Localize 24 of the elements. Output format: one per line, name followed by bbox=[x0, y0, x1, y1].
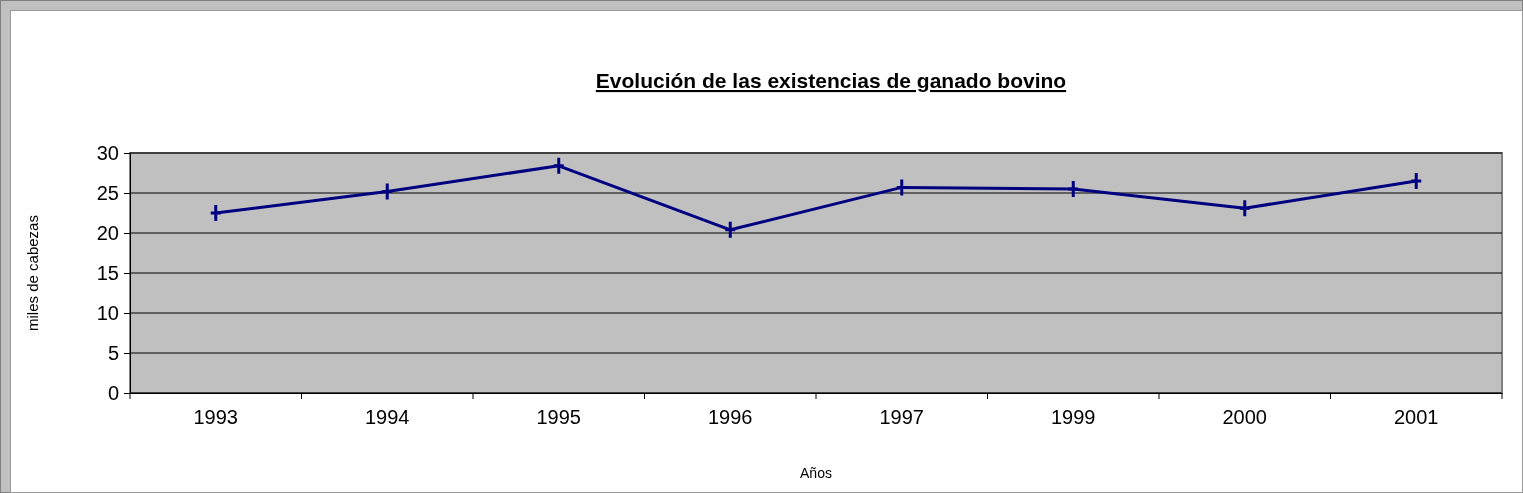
y-tick-label: 10 bbox=[96, 301, 119, 324]
point bbox=[380, 181, 394, 201]
x-tick-label: 1999 bbox=[1051, 406, 1096, 428]
x-tick-label: 1994 bbox=[365, 406, 410, 428]
y-tick-label: 0 bbox=[107, 381, 119, 404]
point bbox=[723, 220, 737, 240]
x-tick-label: 1997 bbox=[879, 406, 924, 428]
x-tick-label: 1993 bbox=[193, 406, 238, 428]
chart-title: Evolución de las existencias de ganado bovino bbox=[595, 69, 1067, 92]
x-tick-label: 2001 bbox=[1394, 406, 1439, 428]
point bbox=[1066, 179, 1080, 199]
point bbox=[1238, 198, 1252, 218]
x-tick-label: 1995 bbox=[536, 406, 581, 428]
point bbox=[552, 156, 566, 176]
y-tick-label: 25 bbox=[96, 181, 119, 204]
y-tick-label: 5 bbox=[107, 341, 119, 364]
y-tick-label: 20 bbox=[96, 221, 119, 244]
x-axis-title: Años bbox=[800, 465, 832, 481]
y-tick-label: 30 bbox=[96, 141, 119, 164]
x-tick-label: 2000 bbox=[1222, 406, 1267, 428]
y-axis-title: miles de cabezas bbox=[24, 215, 41, 331]
point bbox=[895, 177, 909, 197]
x-tick-label: 1996 bbox=[708, 406, 753, 428]
y-tick-label: 15 bbox=[96, 261, 119, 284]
